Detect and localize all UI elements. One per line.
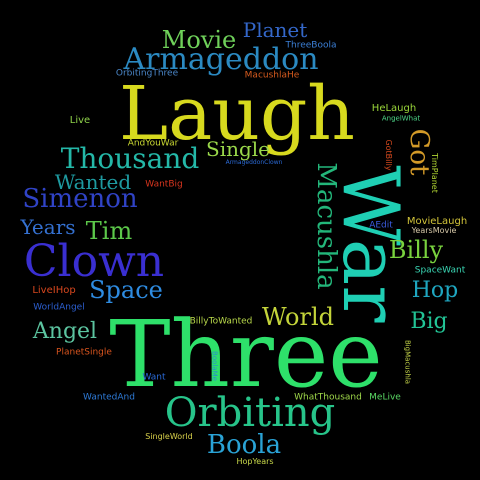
word-planet-single: PlanetSingle bbox=[56, 347, 112, 358]
word-years: Years bbox=[20, 215, 76, 239]
word-live: Live bbox=[69, 115, 91, 126]
word-big: Big bbox=[410, 309, 448, 334]
word-planet: Planet bbox=[242, 18, 308, 42]
word-big-macushla: BigMacushla bbox=[403, 339, 412, 385]
word-armageddon-clown: ArmageddonClown bbox=[225, 159, 283, 166]
word-armageddon: Armageddon bbox=[123, 42, 319, 77]
word-angel-what: AngelWhat bbox=[381, 114, 421, 123]
word-three: Three bbox=[109, 301, 383, 408]
word-orbiting-three: OrbitingThree bbox=[115, 68, 179, 79]
word-macushla: Macushla bbox=[311, 162, 341, 290]
word-hop: Hop bbox=[411, 278, 459, 303]
word-got: Got bbox=[404, 128, 434, 176]
word-macushla-he: MacushlaHe bbox=[244, 70, 300, 81]
word-what-thousand: WhatThousand bbox=[294, 392, 362, 403]
word-world-angel: WorldAngel bbox=[33, 302, 85, 313]
word-hop-years: HopYears bbox=[236, 457, 274, 466]
word-space-want: SpaceWant bbox=[414, 265, 466, 276]
word-clown: Clown bbox=[23, 236, 165, 287]
word-movie-laugh: MovieLaugh bbox=[406, 216, 468, 227]
word-simenon: Simenon bbox=[22, 184, 138, 214]
word-tim-planet: TimPlanet bbox=[430, 153, 439, 193]
word-he-laugh: HeLaugh bbox=[371, 103, 417, 114]
word-live-ihop: LiveIHop bbox=[32, 285, 76, 296]
word-years-movie: YearsMovie bbox=[411, 226, 457, 235]
word-laugh: Laugh bbox=[119, 71, 355, 157]
word-three-boola: ThreeBoola bbox=[285, 40, 337, 51]
word-me-live: MeLive bbox=[369, 392, 401, 403]
word-billy-to-wanted: BillyToWanted bbox=[189, 316, 253, 327]
word-got-billy: GotBilly bbox=[384, 139, 393, 171]
word-and-you-war: AndYouWar bbox=[127, 138, 179, 149]
word-world: World bbox=[262, 303, 334, 331]
word-movie: Movie bbox=[161, 26, 237, 54]
word-wanted: Wanted bbox=[54, 170, 132, 194]
word-thousand: Thousand bbox=[60, 142, 200, 175]
word-angel: Angel bbox=[32, 319, 98, 344]
word-orbiting: Orbiting bbox=[164, 390, 336, 436]
word-want: Want bbox=[142, 372, 166, 383]
word-aedit: AEdit bbox=[369, 220, 393, 231]
word-single-world: SingleWorld bbox=[145, 432, 193, 441]
word-boola-me: BoolaMe bbox=[210, 351, 219, 381]
word-want-big: WantBig bbox=[145, 179, 183, 190]
word-single: Single bbox=[205, 137, 271, 161]
word-tim: Tim bbox=[85, 217, 133, 245]
word-wanted-and: WantedAnd bbox=[83, 392, 135, 403]
word-billy: Billy bbox=[388, 236, 444, 264]
word-boola: Boola bbox=[206, 430, 282, 460]
word-space: Space bbox=[89, 276, 163, 304]
